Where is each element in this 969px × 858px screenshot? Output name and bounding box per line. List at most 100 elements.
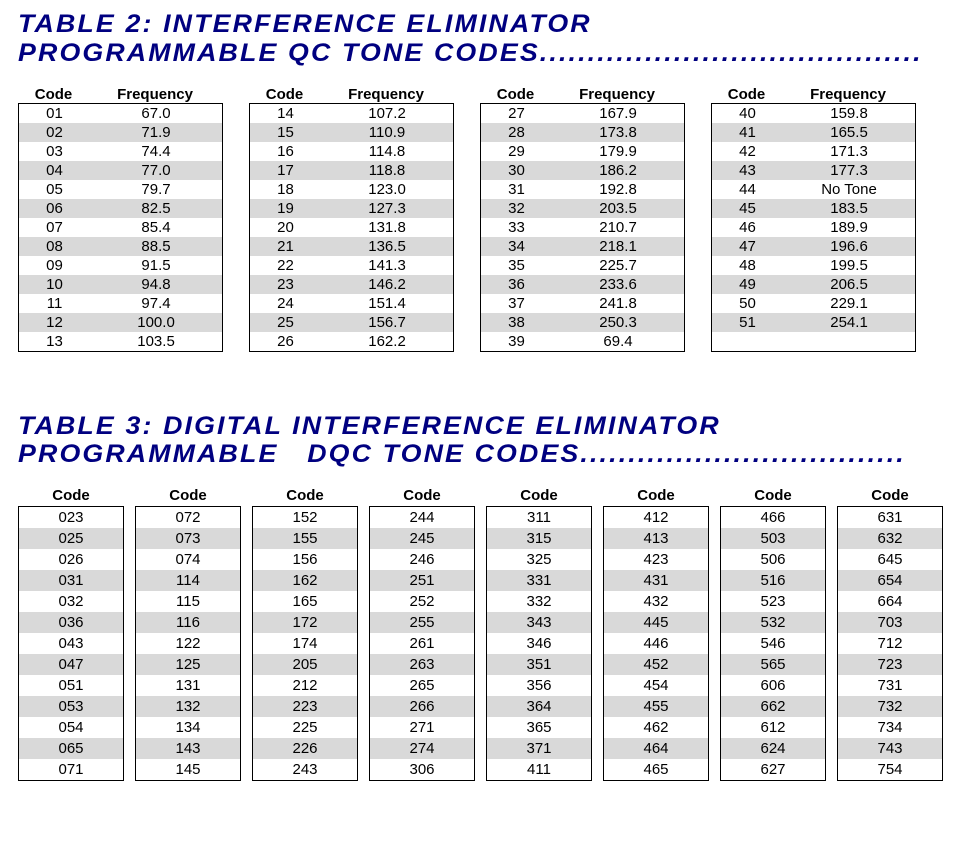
table-row: 21136.5 <box>250 237 453 256</box>
table-row: 37241.8 <box>481 294 684 313</box>
cell-code: 546 <box>721 633 825 654</box>
cell-code: 205 <box>253 654 357 675</box>
table-row: 036 <box>19 612 123 633</box>
table-row: 431 <box>604 570 708 591</box>
table-row: 0682.5 <box>19 199 222 218</box>
table-row: 743 <box>838 738 942 759</box>
cell-code: 503 <box>721 528 825 549</box>
cell-code: 351 <box>487 654 591 675</box>
cell-code: 16 <box>250 142 321 161</box>
cell-code: 07 <box>19 218 90 237</box>
table-row: 40159.8 <box>712 104 915 123</box>
cell-code: 25 <box>250 313 321 332</box>
cell-code: 261 <box>370 633 474 654</box>
table-row: 0579.7 <box>19 180 222 199</box>
cell-code: 065 <box>19 738 123 759</box>
cell-code: 131 <box>136 675 240 696</box>
table-row: 032 <box>19 591 123 612</box>
table-row: 662 <box>721 696 825 717</box>
cell-code: 051 <box>19 675 123 696</box>
cell-code: 743 <box>838 738 942 759</box>
cell-code: 026 <box>19 549 123 570</box>
cell-code: 074 <box>136 549 240 570</box>
table-row: 156 <box>253 549 357 570</box>
cell-code: 266 <box>370 696 474 717</box>
table2-header-code: Code <box>711 86 782 103</box>
cell-freq: 171.3 <box>783 142 915 161</box>
cell-freq: 118.8 <box>321 161 453 180</box>
table-row: 252 <box>370 591 474 612</box>
cell-code: 732 <box>838 696 942 717</box>
table-row: 25156.7 <box>250 313 453 332</box>
cell-freq: 167.9 <box>552 104 684 123</box>
table-row: 731 <box>838 675 942 696</box>
cell-code: 28 <box>481 123 552 142</box>
cell-code: 39 <box>481 332 552 351</box>
cell-code: 245 <box>370 528 474 549</box>
cell-code: 49 <box>712 275 783 294</box>
cell-freq: 107.2 <box>321 104 453 123</box>
cell-code: 46 <box>712 218 783 237</box>
table-row: 432 <box>604 591 708 612</box>
cell-code: 466 <box>721 507 825 528</box>
cell-code: 311 <box>487 507 591 528</box>
cell-freq: 151.4 <box>321 294 453 313</box>
cell-freq: 156.7 <box>321 313 453 332</box>
table3-column: 244245246251252255261263265266271274306 <box>370 507 474 780</box>
cell-code: 263 <box>370 654 474 675</box>
table3-title: TABLE 3: DIGITAL INTERFERENCE ELIMINATOR… <box>18 412 969 470</box>
table-row: 645 <box>838 549 942 570</box>
cell-code: 071 <box>19 759 123 780</box>
cell-code: 115 <box>136 591 240 612</box>
cell-freq: 82.5 <box>90 199 222 218</box>
table-row: 351 <box>487 654 591 675</box>
table-row: 226 <box>253 738 357 759</box>
cell-code: 703 <box>838 612 942 633</box>
table-row: 315 <box>487 528 591 549</box>
cell-code: 073 <box>136 528 240 549</box>
table-row: 33210.7 <box>481 218 684 237</box>
table-row: 025 <box>19 528 123 549</box>
cell-freq: 165.5 <box>783 123 915 142</box>
cell-code: 452 <box>604 654 708 675</box>
cell-code: 365 <box>487 717 591 738</box>
cell-code: 431 <box>604 570 708 591</box>
table-row: 212 <box>253 675 357 696</box>
cell-freq: 91.5 <box>90 256 222 275</box>
table-row: 516 <box>721 570 825 591</box>
table-row: 306 <box>370 759 474 780</box>
cell-code: 332 <box>487 591 591 612</box>
table-row: 071 <box>19 759 123 780</box>
table-row: 332 <box>487 591 591 612</box>
cell-code: 364 <box>487 696 591 717</box>
table-row: 162 <box>253 570 357 591</box>
table2-header-freq: Frequency <box>551 86 683 103</box>
table-row: 24151.4 <box>250 294 453 313</box>
cell-code: 18 <box>250 180 321 199</box>
table-row: 031 <box>19 570 123 591</box>
table-row: 225 <box>253 717 357 738</box>
table2-header: CodeFrequency <box>18 86 221 103</box>
cell-freq: 192.8 <box>552 180 684 199</box>
cell-freq: 146.2 <box>321 275 453 294</box>
table-row: 131 <box>136 675 240 696</box>
table-row: 19127.3 <box>250 199 453 218</box>
cell-code: 032 <box>19 591 123 612</box>
table2-column: 40159.841165.542171.343177.344No Tone451… <box>712 104 915 351</box>
table-row: 255 <box>370 612 474 633</box>
table-row: 29179.9 <box>481 142 684 161</box>
cell-code: 212 <box>253 675 357 696</box>
cell-code: 356 <box>487 675 591 696</box>
cell-code: 252 <box>370 591 474 612</box>
cell-code: 331 <box>487 570 591 591</box>
table-row: 703 <box>838 612 942 633</box>
table-row: 632 <box>838 528 942 549</box>
table-row: 0888.5 <box>19 237 222 256</box>
table-row: 125 <box>136 654 240 675</box>
cell-code: 37 <box>481 294 552 313</box>
table-row: 20131.8 <box>250 218 453 237</box>
table-row: 244 <box>370 507 474 528</box>
table-row: 1094.8 <box>19 275 222 294</box>
table-row: 0785.4 <box>19 218 222 237</box>
cell-code: 516 <box>721 570 825 591</box>
